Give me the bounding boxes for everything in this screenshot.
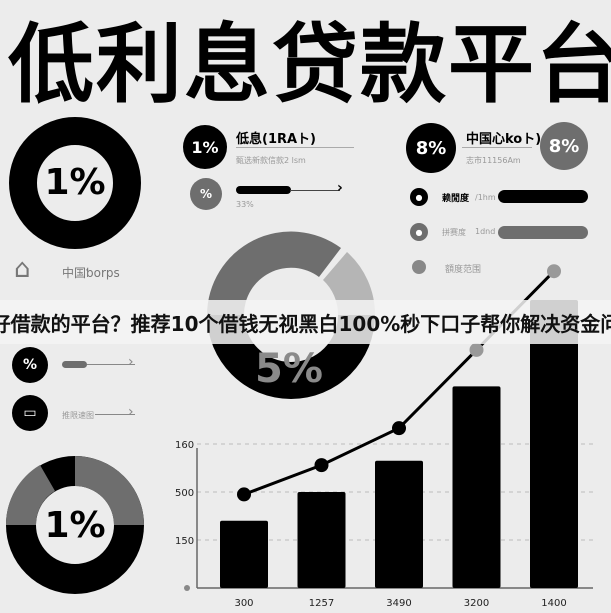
origin-dot bbox=[184, 585, 190, 591]
bar-line-chart: 150 500 160 300 1257 3490 3200 1400 bbox=[175, 264, 593, 609]
percent-badge: % bbox=[190, 178, 222, 210]
trend-point bbox=[392, 421, 406, 436]
donut-bottom-left-label: 1% bbox=[44, 505, 106, 546]
bar bbox=[297, 492, 346, 588]
y-tick-label: 160 bbox=[175, 440, 194, 451]
arrow-right-icon: › bbox=[128, 404, 134, 420]
page-title: 低利息贷款平台 bbox=[8, 15, 611, 115]
bar-row-1 bbox=[498, 190, 588, 203]
arrow-line bbox=[95, 414, 135, 415]
donut-top-left bbox=[9, 117, 141, 249]
row-sub: /1hm bbox=[475, 193, 496, 202]
x-tick-label: 1257 bbox=[309, 598, 334, 609]
donut-top-left-label: 1% bbox=[44, 162, 106, 203]
monitor-icon: ▭ bbox=[12, 395, 48, 431]
divider bbox=[236, 147, 354, 148]
donut-center-label: 5% bbox=[255, 346, 323, 392]
rate-badge-side: 8% bbox=[540, 122, 588, 170]
arrow-right-icon: › bbox=[337, 180, 343, 196]
home-icon: ⌂ bbox=[14, 254, 31, 284]
banner-text: 较好借款的平台？推荐10个借钱无视黑白100%秒下口子帮你解决资金问题 bbox=[0, 311, 611, 336]
x-tick-label: 3200 bbox=[464, 598, 489, 609]
trend-point bbox=[469, 342, 484, 357]
card-left-heading: 低息(1RAト) bbox=[236, 132, 316, 147]
row-sub: 1dnd bbox=[475, 227, 496, 236]
card-left-sub: 甄选新款信款2 lsm bbox=[236, 156, 306, 165]
row-label: 赖閒度 bbox=[442, 194, 470, 204]
left-item-label: 推限速图 bbox=[62, 411, 94, 420]
donut-center bbox=[207, 231, 376, 399]
trend-point bbox=[237, 487, 251, 502]
card-right-sub: 志市11156Am bbox=[466, 156, 521, 165]
bar bbox=[530, 300, 578, 588]
donut-bottom-left bbox=[5, 456, 144, 594]
rate-badge: 1% bbox=[183, 125, 227, 169]
y-tick-label: 150 bbox=[175, 536, 194, 547]
card-right-heading: 中国心koト) bbox=[466, 132, 542, 147]
x-tick-label: 3490 bbox=[386, 598, 411, 609]
percent-icon: % bbox=[12, 347, 48, 383]
info-icon: ● bbox=[410, 188, 428, 206]
trend-point bbox=[314, 458, 329, 473]
arrow-line bbox=[87, 364, 135, 365]
title-banner: 较好借款的平台？推荐10个借钱无视黑白100%秒下口子帮你解决资金问题 bbox=[0, 300, 611, 344]
info-icon: ● bbox=[410, 223, 428, 241]
x-tick-label: 300 bbox=[234, 598, 253, 609]
mini-bar bbox=[62, 361, 87, 368]
x-tick-label: 1400 bbox=[541, 598, 566, 609]
left-list-heading: 中国ƅorps bbox=[62, 266, 120, 280]
y-tick-label: 500 bbox=[175, 488, 194, 499]
bar bbox=[375, 460, 423, 588]
divider bbox=[462, 147, 532, 148]
dot-icon bbox=[412, 260, 426, 274]
row-label: 拼赛度 bbox=[442, 228, 466, 237]
bar-row-2 bbox=[498, 226, 588, 239]
progress-label: 33% bbox=[236, 200, 254, 209]
trend-point bbox=[547, 264, 561, 279]
bar bbox=[452, 386, 501, 588]
progress-bar bbox=[236, 186, 291, 194]
arrow-right-icon: › bbox=[128, 354, 134, 370]
rate-badge-right: 8% bbox=[406, 123, 456, 173]
row-label: 額度范围 bbox=[445, 265, 482, 275]
arrow-line bbox=[290, 190, 340, 191]
bar bbox=[220, 520, 268, 588]
